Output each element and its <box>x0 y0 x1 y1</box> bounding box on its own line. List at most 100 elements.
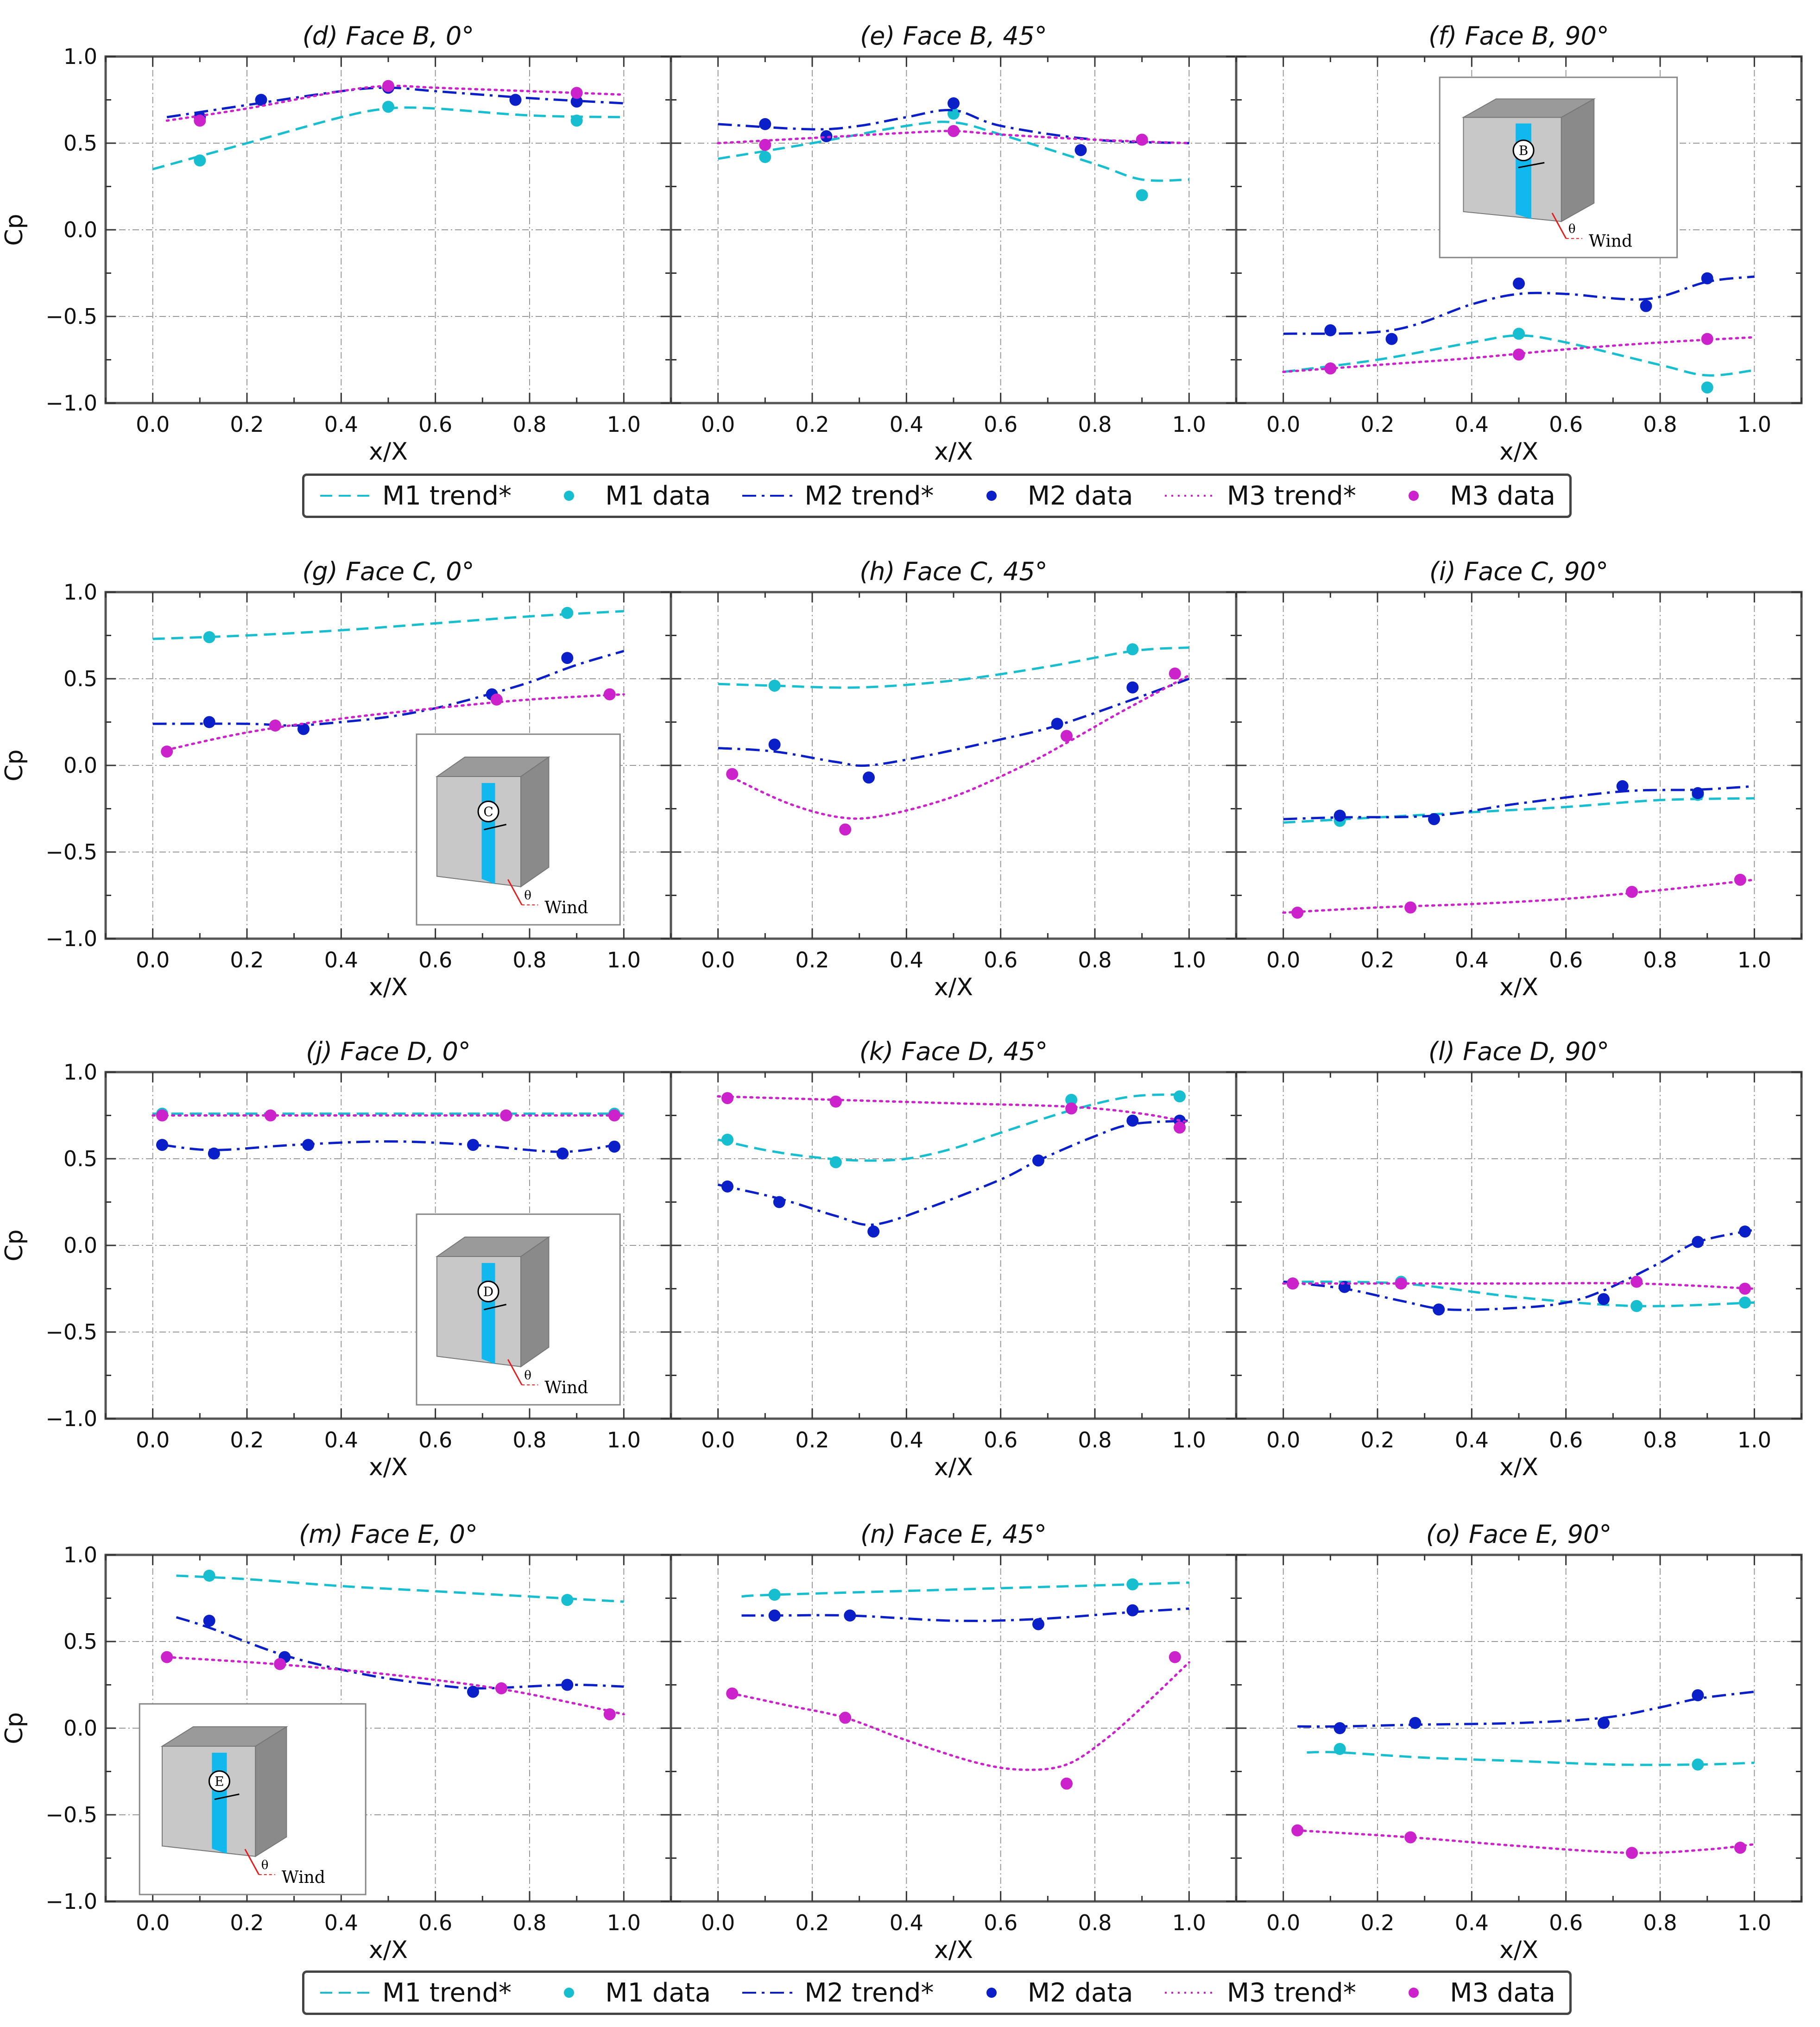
data-point-m3 <box>490 693 503 706</box>
data-point-m2 <box>570 95 583 108</box>
tick-label-x: 0.0 <box>701 412 735 437</box>
face-letter: B <box>1519 143 1529 158</box>
data-point-m2 <box>1701 272 1713 284</box>
trend-line-m2 <box>1283 275 1755 335</box>
subplot-title: (o) Face E, 90° <box>1426 1520 1612 1549</box>
data-point-m2 <box>1409 1717 1422 1729</box>
data-point-m2 <box>1333 1722 1346 1734</box>
data-point-m1 <box>768 1589 781 1601</box>
trend-line-m1 <box>1283 334 1755 377</box>
data-point-m2 <box>1126 1604 1139 1617</box>
tick-label-x: 0.8 <box>1078 1910 1112 1935</box>
data-point-m3 <box>1061 1777 1073 1790</box>
subplot-8: 0.0 0.2 0.4 0.6 0.8 1.0 x/X (k) Face D, 45° <box>670 1037 1238 1481</box>
data-point-m1 <box>1333 1743 1346 1755</box>
tick-label-x: 1.0 <box>1738 947 1771 972</box>
tick-label-x: 0.6 <box>984 1910 1017 1935</box>
tick-label-y: 1.0 <box>63 1542 97 1567</box>
data-point-m3 <box>194 114 206 127</box>
tick-label-x: 0.4 <box>890 1427 923 1452</box>
data-point-m3 <box>1169 1651 1181 1663</box>
wind-arrow-icon <box>1551 213 1567 239</box>
data-point-m3 <box>829 1095 842 1108</box>
x-axis-label: x/X <box>1499 438 1538 466</box>
data-point-m1 <box>1174 1090 1186 1103</box>
tick-label-x: 0.6 <box>1549 1427 1583 1452</box>
data-point-m1 <box>1126 1578 1139 1591</box>
tick-label-x: 1.0 <box>1172 412 1206 437</box>
data-point-m3 <box>1395 1277 1407 1290</box>
tick-label-x: 0.8 <box>1643 1910 1677 1935</box>
trend-line-m1 <box>718 646 1189 689</box>
trend-line-m3 <box>1296 1829 1756 1854</box>
data-point-m2 <box>608 1140 620 1153</box>
data-point-m1 <box>561 606 574 619</box>
tick-label-x: 0.8 <box>512 1427 546 1452</box>
legend-label: M3 trend* <box>1226 1977 1356 2008</box>
legend-label: M2 trend* <box>804 1977 934 2008</box>
building-side <box>520 1236 550 1368</box>
x-axis-label: x/X <box>369 1453 408 1481</box>
subplot-12: 0.0 0.2 0.4 0.6 0.8 1.0 x/X (o) Face E, 90° <box>1235 1520 1803 1964</box>
tick-label-x: 0.0 <box>701 1427 735 1452</box>
x-axis-label: x/X <box>934 973 973 1001</box>
flow-arrow <box>484 824 507 831</box>
x-axis-label: x/X <box>369 1936 408 1964</box>
tick-label-x: 0.2 <box>230 1910 264 1935</box>
data-point-m2 <box>1032 1618 1044 1630</box>
x-axis-label: x/X <box>934 1453 973 1481</box>
tick-label-x: 0.4 <box>890 947 923 972</box>
wind-label: Wind <box>544 1378 588 1397</box>
subplot-title: (g) Face C, 0° <box>302 557 474 586</box>
highlighted-face <box>481 1263 495 1364</box>
x-axis-label: x/X <box>369 973 408 1001</box>
tick-label-x: 0.6 <box>1549 412 1583 437</box>
data-point-m3 <box>726 768 739 780</box>
tick-label-x: 1.0 <box>607 412 641 437</box>
tick-label-x: 0.2 <box>795 412 829 437</box>
data-point-m2 <box>948 97 960 109</box>
tick-label-y: 1.0 <box>63 44 97 69</box>
tick-label-x: 0.8 <box>1078 412 1112 437</box>
tick-label-x: 0.0 <box>136 412 170 437</box>
tick-label-x: 0.4 <box>324 947 358 972</box>
data-point-m3 <box>1626 886 1638 898</box>
data-point-m2 <box>1385 333 1398 345</box>
data-point-m3 <box>603 1708 616 1721</box>
y-axis-label: Cp <box>0 214 28 246</box>
legend-swatch <box>1164 495 1217 497</box>
tick-label-x: 0.2 <box>795 1910 829 1935</box>
face-marker-circle <box>477 1281 499 1303</box>
data-point-m3 <box>1291 906 1304 919</box>
data-point-m2 <box>1324 324 1337 336</box>
legend-swatch <box>986 1988 997 1998</box>
tick-label-y: 0.5 <box>63 1146 97 1171</box>
tick-label-x: 0.0 <box>1266 412 1300 437</box>
trend-line-m2 <box>718 1119 1189 1226</box>
tick-label-y: −0.5 <box>45 304 97 329</box>
data-point-m1 <box>1065 1093 1078 1106</box>
data-point-m1 <box>382 101 394 113</box>
tick-label-x: 0.0 <box>701 1910 735 1935</box>
legend-item-m3t: M3 trend* <box>1163 1978 1356 2008</box>
data-point-m3 <box>1734 1842 1746 1854</box>
data-point-m3 <box>161 745 173 758</box>
legend-swatch <box>986 491 997 501</box>
tick-label-x: 0.4 <box>324 1427 358 1452</box>
data-point-m2 <box>1640 300 1652 312</box>
data-point-m2 <box>509 94 522 106</box>
data-point-m3 <box>264 1109 277 1122</box>
data-point-m3 <box>1169 667 1181 680</box>
data-point-m2 <box>1692 1689 1704 1701</box>
data-point-m2 <box>1074 144 1087 156</box>
tick-label-y: −1.0 <box>45 391 97 416</box>
data-point-m3 <box>269 719 281 732</box>
legend-swatch <box>742 1992 795 1994</box>
data-point-m2 <box>1598 1717 1610 1729</box>
wind-label: Wind <box>282 1868 325 1887</box>
subplot-5: 0.0 0.2 0.4 0.6 0.8 1.0 x/X (h) Face C, 45° <box>670 557 1238 1001</box>
tick-label-x: 0.4 <box>324 412 358 437</box>
data-point-m3 <box>759 139 771 151</box>
tick-label-y: −1.0 <box>45 1406 97 1431</box>
